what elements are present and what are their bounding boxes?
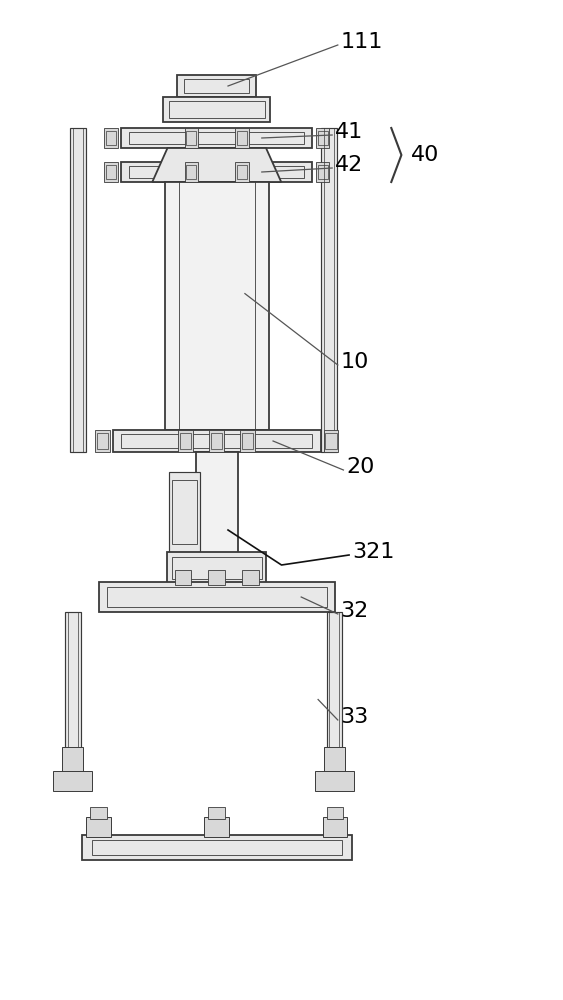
Bar — [175, 570, 191, 585]
Bar — [184, 79, 249, 93]
Bar — [106, 165, 116, 179]
Bar — [97, 433, 108, 449]
Bar — [113, 430, 321, 452]
Bar — [318, 165, 328, 179]
Bar — [82, 835, 352, 860]
Bar — [169, 101, 265, 118]
Text: 42: 42 — [335, 155, 363, 175]
Text: 32: 32 — [341, 601, 369, 621]
Bar — [327, 807, 343, 819]
Bar — [208, 807, 225, 819]
Bar — [321, 128, 337, 452]
Bar — [235, 128, 249, 148]
Polygon shape — [152, 148, 282, 182]
Bar — [237, 165, 247, 179]
Bar — [186, 165, 196, 179]
Bar — [99, 582, 335, 612]
Bar — [323, 817, 347, 837]
Bar — [325, 433, 337, 449]
Bar — [242, 433, 253, 449]
Text: 321: 321 — [352, 542, 394, 562]
Bar — [104, 128, 118, 148]
Bar — [316, 162, 329, 182]
Bar — [235, 162, 249, 182]
Bar — [186, 131, 196, 145]
Bar — [62, 747, 83, 783]
Bar — [324, 430, 338, 452]
Bar — [121, 162, 312, 182]
Bar — [208, 570, 225, 585]
Text: 20: 20 — [346, 457, 374, 477]
Bar — [169, 472, 200, 552]
Bar — [129, 166, 304, 178]
Bar — [104, 162, 118, 182]
Text: 41: 41 — [335, 122, 363, 142]
Bar — [107, 587, 327, 607]
Bar — [180, 433, 191, 449]
Bar — [172, 557, 261, 579]
Text: 33: 33 — [341, 707, 369, 727]
Bar — [185, 162, 198, 182]
Bar — [240, 430, 255, 452]
Text: 111: 111 — [341, 32, 383, 52]
Bar — [177, 75, 256, 97]
Bar — [327, 612, 342, 787]
Bar — [209, 430, 224, 452]
Bar — [164, 182, 269, 430]
Text: 40: 40 — [411, 145, 439, 165]
Bar — [196, 452, 238, 582]
Bar — [168, 552, 266, 584]
Bar — [172, 480, 197, 544]
Bar — [204, 817, 229, 837]
Bar — [178, 430, 193, 452]
Bar — [316, 128, 329, 148]
Text: 10: 10 — [341, 352, 369, 372]
Bar — [121, 128, 312, 148]
Bar — [242, 570, 259, 585]
Bar — [121, 434, 312, 448]
Bar — [92, 840, 342, 855]
Bar — [53, 771, 92, 791]
Bar — [315, 771, 354, 791]
Bar — [90, 807, 107, 819]
Bar — [185, 128, 198, 148]
Bar — [70, 128, 86, 452]
Bar — [86, 817, 111, 837]
Bar — [211, 433, 222, 449]
Bar — [318, 131, 328, 145]
Bar — [129, 132, 304, 144]
Bar — [324, 747, 345, 783]
Bar — [65, 612, 81, 787]
Bar — [163, 97, 270, 122]
Bar — [106, 131, 116, 145]
Bar — [237, 131, 247, 145]
Bar — [95, 430, 110, 452]
